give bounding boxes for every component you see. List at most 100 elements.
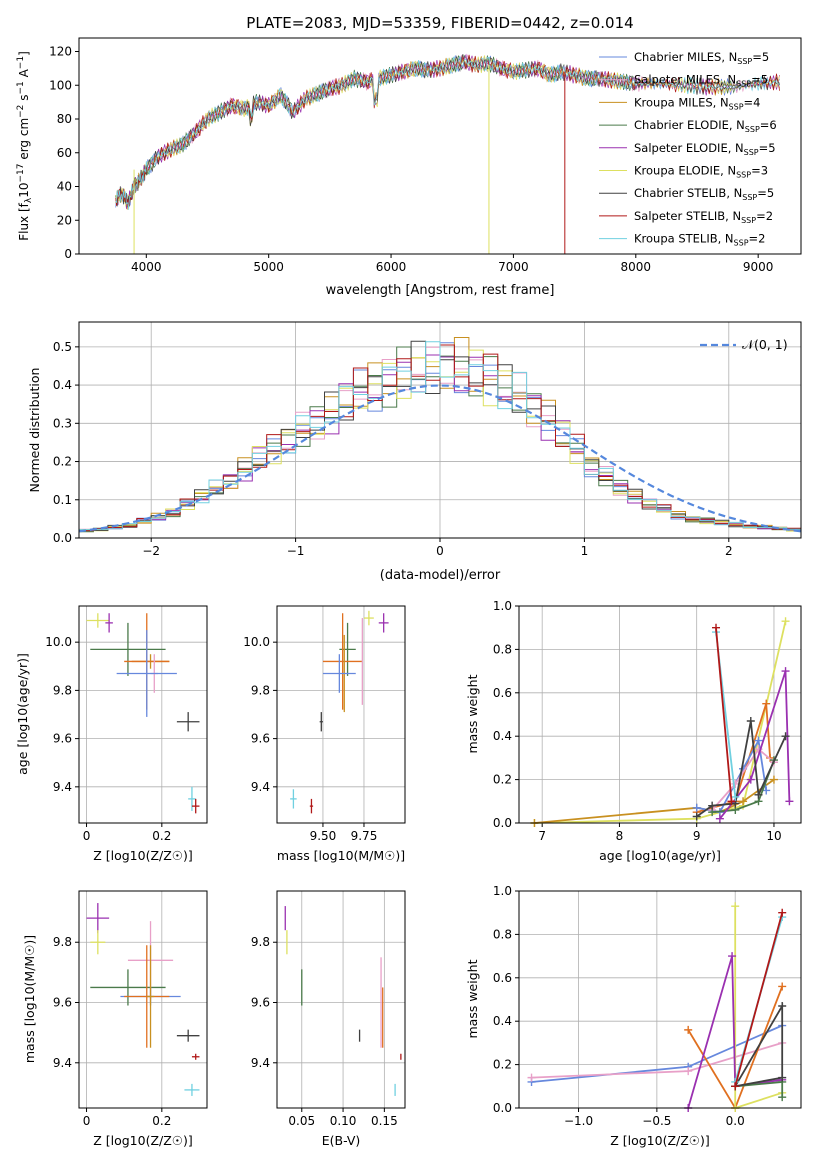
- weight-marker: [739, 797, 748, 806]
- y-tick-label: 9.6: [251, 996, 270, 1010]
- y-axis-label: mass weight: [465, 959, 480, 1038]
- x-tick-label: 9: [693, 829, 701, 843]
- weight-marker: [527, 1073, 536, 1082]
- y-axis-label: Flux [fλ10−17 erg cm−2 s−1 A−1]: [16, 51, 34, 241]
- y-axis-label: age [log10(age/yr)]: [15, 653, 30, 775]
- weight-marker: [778, 982, 787, 991]
- x-tick-label: 0.2: [152, 1114, 171, 1128]
- y-tick-label: 0.4: [493, 729, 512, 743]
- weight-marker: [731, 792, 740, 801]
- y-tick-label: 9.8: [53, 683, 72, 697]
- x-tick-label: 0.15: [371, 1114, 398, 1128]
- legend-label: Kroupa ELODIE, NSSP=3: [634, 164, 768, 180]
- x-tick-label: 7000: [498, 260, 529, 274]
- weight-marker: [692, 803, 701, 812]
- weight-marker: [778, 908, 787, 917]
- axes-frame: [518, 890, 802, 1109]
- weight-marker: [684, 1025, 693, 1034]
- axes-frame: [78, 37, 802, 255]
- y-tick-label: 20: [57, 213, 72, 227]
- x-tick-label: 0.10: [330, 1114, 357, 1128]
- x-tick-label: 8: [616, 829, 624, 843]
- y-tick-label: 60: [57, 146, 72, 160]
- legend-label: Chabrier MILES, NSSP=5: [634, 50, 769, 66]
- weight-marker: [754, 736, 763, 745]
- x-axis-label: Z [log10(Z/Z☉)]: [610, 1133, 710, 1148]
- y-tick-label: 0.4: [493, 1014, 512, 1028]
- legend-label: 𝒩(0, 1): [742, 337, 788, 352]
- legend-label: Salpeter MILES, NSSP=5: [634, 73, 768, 89]
- x-tick-label: 9.75: [351, 829, 378, 843]
- y-tick-label: 9.4: [53, 1056, 72, 1070]
- y-tick-label: 9.8: [251, 935, 270, 949]
- y-tick-label: 40: [57, 180, 72, 194]
- weight-marker: [708, 801, 717, 810]
- y-tick-label: 0: [64, 247, 72, 261]
- legend-label: Chabrier STELIB, NSSP=5: [634, 186, 774, 202]
- x-tick-label: 0: [83, 1114, 91, 1128]
- x-axis-label: E(B-V): [322, 1133, 361, 1148]
- x-tick-label: 0: [436, 544, 444, 558]
- weight-marker: [727, 797, 736, 806]
- weight-marker: [781, 617, 790, 626]
- weight-marker: [746, 775, 755, 784]
- y-tick-label: 0.5: [53, 340, 72, 354]
- y-tick-label: 0.0: [493, 1101, 512, 1115]
- y-tick-label: 9.6: [251, 732, 270, 746]
- legend-label: Kroupa STELIB, NSSP=2: [634, 232, 765, 248]
- x-tick-label: −1: [287, 544, 305, 558]
- spectrum-line: [115, 54, 780, 207]
- x-axis-label: Z [log10(Z/Z☉)]: [93, 1133, 193, 1148]
- y-tick-label: 100: [49, 78, 72, 92]
- y-tick-label: 0.6: [493, 686, 512, 700]
- charts-layer: 4000 5000 6000 7000 8000 9000020406080100120w…: [15, 37, 802, 1148]
- y-tick-label: 0.2: [493, 1058, 512, 1072]
- figure-title: PLATE=2083, MJD=53359, FIBERID=0442, z=0…: [246, 14, 633, 32]
- weight-marker: [781, 732, 790, 741]
- spectrum-line: [115, 55, 780, 210]
- y-tick-label: 10.0: [243, 635, 270, 649]
- weight-marker: [769, 775, 778, 784]
- y-tick-label: 0.2: [53, 455, 72, 469]
- x-axis-label: mass [log10(M/M☉)]: [277, 848, 405, 863]
- weight-line: [696, 720, 787, 818]
- y-tick-label: 1.0: [493, 884, 512, 898]
- weight-marker: [684, 1067, 693, 1076]
- y-tick-label: 9.6: [53, 732, 72, 746]
- weight-line: [711, 747, 775, 811]
- x-axis-label: wavelength [Angstrom, rest frame]: [326, 283, 555, 298]
- y-tick-label: 9.4: [251, 1056, 270, 1070]
- x-tick-label: 9000: [743, 260, 774, 274]
- weight-line: [687, 955, 783, 1109]
- axes-frame: [276, 605, 406, 824]
- y-axis-label: mass weight: [465, 674, 480, 753]
- y-tick-label: 0.8: [493, 642, 512, 656]
- x-tick-label: 2: [725, 544, 733, 558]
- x-tick-label: 6000: [376, 260, 407, 274]
- y-tick-label: 9.8: [53, 935, 72, 949]
- x-tick-label: 9.50: [310, 829, 337, 843]
- y-tick-label: 10.0: [45, 635, 72, 649]
- x-axis-label: age [log10(age/yr)]: [599, 848, 721, 863]
- y-tick-label: 0.2: [493, 773, 512, 787]
- legend-label: Salpeter ELODIE, NSSP=5: [634, 141, 776, 157]
- x-axis-label: (data-model)/error: [380, 568, 501, 583]
- y-tick-label: 9.4: [251, 780, 270, 794]
- axes-frame: [78, 321, 802, 539]
- y-tick-label: 9.6: [53, 996, 72, 1010]
- x-tick-label: 5000: [253, 260, 284, 274]
- x-axis-label: Z [log10(Z/Z☉)]: [93, 848, 193, 863]
- legend-label: Kroupa MILES, NSSP=4: [634, 95, 760, 111]
- weight-line: [534, 620, 787, 824]
- x-tick-label: 1: [581, 544, 589, 558]
- x-tick-label: −0.5: [642, 1114, 671, 1128]
- weight-marker: [728, 952, 737, 961]
- x-tick-label: 0.0: [726, 1114, 745, 1128]
- weight-line: [734, 1002, 784, 1088]
- y-tick-label: 120: [49, 45, 72, 59]
- x-tick-label: 0.2: [152, 829, 171, 843]
- weight-marker: [731, 779, 740, 788]
- y-axis-label: Normed distribution: [27, 368, 42, 493]
- weight-marker: [778, 1073, 787, 1082]
